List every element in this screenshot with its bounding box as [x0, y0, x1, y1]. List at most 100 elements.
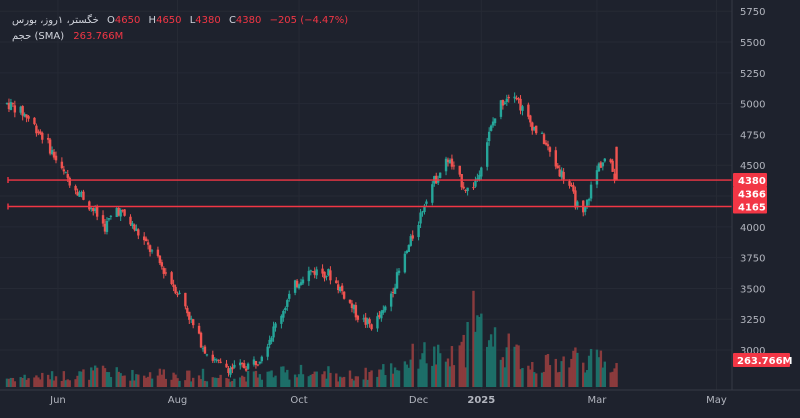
candle-body	[446, 159, 450, 163]
volume-bar	[119, 373, 122, 387]
candle-body	[68, 177, 71, 186]
volume-bar	[309, 374, 312, 387]
volume-bar	[121, 375, 124, 387]
candle-body	[293, 280, 297, 293]
candle-body	[9, 102, 13, 110]
candle-body	[78, 192, 81, 197]
volume-bar	[5, 378, 9, 387]
candle-body	[585, 199, 589, 206]
volume-bar	[241, 375, 244, 387]
open-label: O	[107, 15, 115, 26]
volume-bar	[491, 346, 495, 387]
volume-bar	[321, 374, 324, 387]
volume-bar	[417, 368, 420, 387]
volume-bar	[474, 331, 477, 387]
volume-bar	[252, 371, 256, 387]
candle-body	[201, 348, 205, 350]
candle-body	[421, 211, 424, 213]
candle-body	[197, 325, 201, 334]
volume-bar	[603, 361, 606, 387]
candle-body	[362, 318, 365, 320]
candle-body	[513, 96, 516, 99]
volume-bar	[80, 371, 83, 387]
price-badge-label: 4165	[738, 203, 766, 214]
candle-body	[574, 190, 577, 208]
candle-body	[297, 284, 301, 289]
horizontal-lines[interactable]	[7, 177, 732, 210]
candle-body	[37, 131, 40, 133]
volume-bar	[307, 376, 311, 387]
candle-body	[558, 169, 561, 177]
candle-body	[158, 255, 162, 264]
volume-bar	[82, 369, 85, 387]
volume-bar	[13, 381, 17, 387]
volume-bar	[178, 380, 181, 387]
candle-body	[609, 159, 612, 163]
candle-body	[395, 272, 399, 289]
volume-bar	[301, 374, 305, 387]
volume-bar	[425, 363, 428, 387]
volume-bar	[231, 381, 234, 387]
volume-bar	[109, 376, 113, 387]
candle-body	[458, 165, 461, 175]
volume-label[interactable]: حجم (SMA)	[12, 31, 65, 42]
volume-bar	[419, 359, 422, 387]
volume-bar	[160, 374, 164, 387]
candle-body	[217, 359, 220, 361]
volume-bar	[466, 322, 469, 387]
volume-bar	[487, 340, 491, 387]
volume-bar	[68, 380, 71, 387]
candle-body	[393, 287, 397, 294]
candle-body	[466, 187, 469, 192]
candle-body	[501, 99, 505, 106]
volume-bar	[501, 357, 505, 387]
candle-body	[364, 317, 367, 325]
candle-body	[568, 181, 571, 186]
candle-body	[378, 314, 381, 318]
volume-bar	[595, 349, 599, 387]
candle-body	[519, 98, 522, 111]
candle-body	[82, 191, 85, 200]
symbol-label[interactable]: خگستر، ۱روز، بورس	[12, 15, 99, 26]
volume-bar	[158, 368, 162, 387]
candle-body	[156, 249, 160, 256]
volume-bar	[531, 362, 534, 387]
volume-bar	[376, 376, 379, 387]
volume-bar	[27, 378, 30, 387]
time-tick-label: Dec	[409, 395, 428, 406]
volume-bar	[62, 371, 66, 387]
volume-bar	[393, 367, 397, 387]
candle-body	[313, 271, 316, 275]
candle-body	[174, 286, 177, 294]
volume-bar	[329, 372, 332, 387]
volume-bar	[503, 367, 507, 387]
candle-body	[601, 162, 605, 167]
volume-bar	[370, 370, 373, 387]
price-badge	[733, 199, 767, 214]
candle-body	[233, 364, 236, 368]
volume-bar	[556, 372, 559, 387]
candle-body	[129, 216, 132, 225]
volume-bar	[423, 342, 426, 387]
candle-body	[119, 209, 122, 217]
volume-bar	[266, 371, 269, 387]
candle-body	[170, 272, 173, 285]
candle-body	[448, 159, 452, 164]
candle-body	[268, 339, 271, 345]
price-tick-label: 5000	[740, 100, 765, 111]
volume-bar	[39, 379, 42, 387]
price-tick-label: 3750	[740, 254, 765, 265]
candle-body	[186, 307, 189, 314]
time-axis[interactable]: Jun Aug Oct Dec 2025 Mar May	[49, 395, 727, 406]
volume-bar	[478, 316, 481, 387]
volume-bar	[368, 371, 371, 387]
candle-body	[323, 271, 326, 279]
candle-body	[46, 138, 50, 140]
ohlc-legend: خگستر، ۱روز، بورس O4650 H4650 L4380 C438…	[12, 15, 348, 26]
time-tick-label: May	[706, 395, 727, 406]
volume-bar	[403, 361, 407, 387]
candle-body	[370, 324, 373, 330]
candle-body	[74, 186, 77, 191]
